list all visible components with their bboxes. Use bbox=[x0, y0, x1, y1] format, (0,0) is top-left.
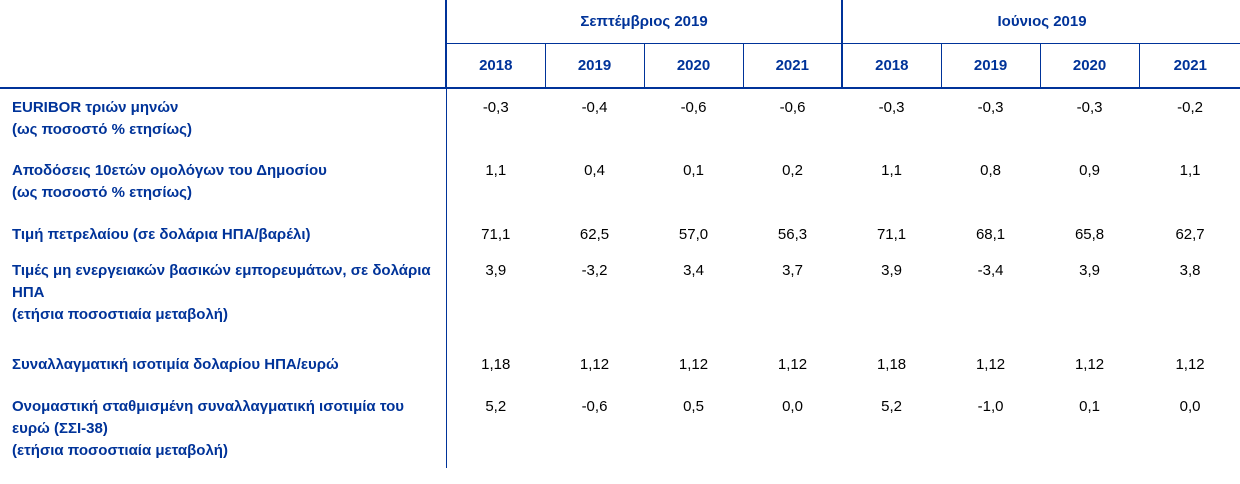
row-label-text: EURIBOR τριών μηνών bbox=[12, 99, 179, 116]
header-group-september: Σεπτέμβριος 2019 bbox=[444, 0, 843, 44]
table-row: Τιμή πετρελαίου (σε δολάρια ΗΠΑ/βαρέλι) 7… bbox=[0, 216, 1240, 252]
table-cell: 1,12 bbox=[579, 356, 610, 373]
table-cell: 0,0 bbox=[1179, 398, 1201, 415]
table-cell: 0,1 bbox=[683, 162, 704, 179]
row-label-text: Αποδόσεις 10ετών ομολόγων του Δημοσίου bbox=[12, 162, 327, 179]
table-cell: -1,0 bbox=[977, 398, 1004, 415]
row-label: Αποδόσεις 10ετών ομολόγων του Δημοσίου (ω… bbox=[0, 152, 446, 216]
row-label-note: (ως ποσοστό % ετησίως) bbox=[12, 184, 192, 201]
table-cell: 1,12 bbox=[678, 356, 709, 373]
table-cell: 1,12 bbox=[1074, 356, 1105, 373]
table-row: EURIBOR τριών μηνών (ως ποσοστό % ετησίως… bbox=[0, 88, 1240, 152]
header-year: 2019 bbox=[940, 43, 1041, 89]
table-cell: 71,1 bbox=[445, 216, 545, 252]
header-year: 2021 bbox=[742, 43, 843, 89]
row-label: Τιμή πετρελαίου (σε δολάρια ΗΠΑ/βαρέλι) bbox=[0, 216, 446, 252]
row-label-note: (ως ποσοστό % ετησίως) bbox=[12, 121, 192, 138]
header-year: 2021 bbox=[1138, 43, 1240, 89]
table-cell: 3,4 bbox=[683, 262, 704, 279]
header-year: 2018 bbox=[445, 43, 545, 89]
header-corner bbox=[0, 0, 446, 44]
table-cell: 65,8 bbox=[1074, 226, 1105, 243]
table-cell: 1,12 bbox=[975, 356, 1006, 373]
header-year-row: 2018 2019 2020 2021 2018 2019 2020 2021 bbox=[0, 43, 1240, 89]
table-cell: 3,9 bbox=[881, 262, 902, 279]
table-row: Ονομαστική σταθμισμένη συναλλαγματική ισ… bbox=[0, 388, 1240, 468]
table-row: Συναλλαγματική ισοτιμία δολαρίου ΗΠΑ/ευρ… bbox=[0, 346, 1240, 388]
table-cell: 1,1 bbox=[1179, 162, 1201, 179]
table-cell: 0,1 bbox=[1079, 398, 1100, 415]
table-cell: -0,6 bbox=[680, 99, 707, 116]
table-cell: -0,6 bbox=[581, 398, 608, 415]
table-cell: 3,7 bbox=[782, 262, 803, 279]
table-cell: 1,1 bbox=[881, 162, 902, 179]
row-label-note: (ετήσια ποσοστιαία μεταβολή) bbox=[12, 442, 228, 459]
table-cell: 0,0 bbox=[782, 398, 803, 415]
table-cell: 1,12 bbox=[777, 356, 808, 373]
row-label-text: Τιμή πετρελαίου (σε δολάρια ΗΠΑ/βαρέλι) bbox=[12, 226, 311, 243]
table-cell: 0,9 bbox=[1079, 162, 1100, 179]
table-row: Τιμές μη ενεργειακών βασικών εμπορευμάτω… bbox=[0, 252, 1240, 346]
table-cell: 0,2 bbox=[782, 162, 803, 179]
table-cell: -3,2 bbox=[581, 262, 608, 279]
table-cell: -0,6 bbox=[779, 99, 806, 116]
table-cell: -0,3 bbox=[878, 99, 905, 116]
table-cell: 0,5 bbox=[683, 398, 704, 415]
table-cell: 0,8 bbox=[980, 162, 1001, 179]
table-cell: 3,9 bbox=[1079, 262, 1100, 279]
row-label-text: Συναλλαγματική ισοτιμία δολαρίου ΗΠΑ/ευρ… bbox=[12, 356, 339, 373]
row-label: Συναλλαγματική ισοτιμία δολαρίου ΗΠΑ/ευρ… bbox=[0, 346, 446, 388]
projections-table: Σεπτέμβριος 2019 Ιούνιος 2019 2018 2019 … bbox=[0, 0, 1240, 468]
table-cell: 1,1 bbox=[445, 152, 545, 216]
table-cell: 0,4 bbox=[584, 162, 605, 179]
table-cell: -0,4 bbox=[581, 99, 608, 116]
table-cell: -3,4 bbox=[977, 262, 1004, 279]
table-cell: -0,3 bbox=[1076, 99, 1103, 116]
table-cell: 1,12 bbox=[1175, 356, 1205, 373]
table-cell: -0,2 bbox=[1177, 99, 1203, 116]
header-group-row: Σεπτέμβριος 2019 Ιούνιος 2019 bbox=[0, 0, 1240, 44]
header-year: 2020 bbox=[1039, 43, 1140, 89]
table-cell: 5,2 bbox=[881, 398, 902, 415]
row-label: EURIBOR τριών μηνών (ως ποσοστό % ετησίως… bbox=[0, 88, 446, 152]
row-label: Τιμές μη ενεργειακών βασικών εμπορευμάτω… bbox=[0, 252, 446, 346]
row-label-text: Τιμές μη ενεργειακών βασικών εμπορευμάτω… bbox=[12, 262, 431, 301]
table-cell: 3,9 bbox=[445, 252, 545, 346]
table-cell: 1,18 bbox=[876, 356, 907, 373]
table-cell: 71,1 bbox=[876, 226, 907, 243]
table-cell: 3,8 bbox=[1179, 262, 1201, 279]
table-cell: 68,1 bbox=[975, 226, 1006, 243]
table-cell: -0,3 bbox=[445, 88, 545, 152]
table-row: Αποδόσεις 10ετών ομολόγων του Δημοσίου (ω… bbox=[0, 152, 1240, 216]
table-cell: 5,2 bbox=[445, 388, 545, 468]
table-cell: 1,18 bbox=[445, 346, 545, 388]
header-year: 2020 bbox=[643, 43, 743, 89]
row-label: Ονομαστική σταθμισμένη συναλλαγματική ισ… bbox=[0, 388, 446, 468]
header-year: 2019 bbox=[544, 43, 644, 89]
row-label-text: Ονομαστική σταθμισμένη συναλλαγματική ισ… bbox=[12, 398, 404, 437]
table-body: EURIBOR τριών μηνών (ως ποσοστό % ετησίως… bbox=[0, 88, 1240, 468]
header-year: 2018 bbox=[841, 43, 942, 89]
table-cell: -0,3 bbox=[977, 99, 1004, 116]
table-cell: 57,0 bbox=[678, 226, 709, 243]
table-cell: 56,3 bbox=[777, 226, 808, 243]
row-label-note: (ετήσια ποσοστιαία μεταβολή) bbox=[12, 306, 228, 323]
table-cell: 62,5 bbox=[579, 226, 610, 243]
header-group-june: Ιούνιος 2019 bbox=[841, 0, 1240, 44]
header-corner-bottom bbox=[0, 43, 446, 89]
table-cell: 62,7 bbox=[1175, 226, 1205, 243]
